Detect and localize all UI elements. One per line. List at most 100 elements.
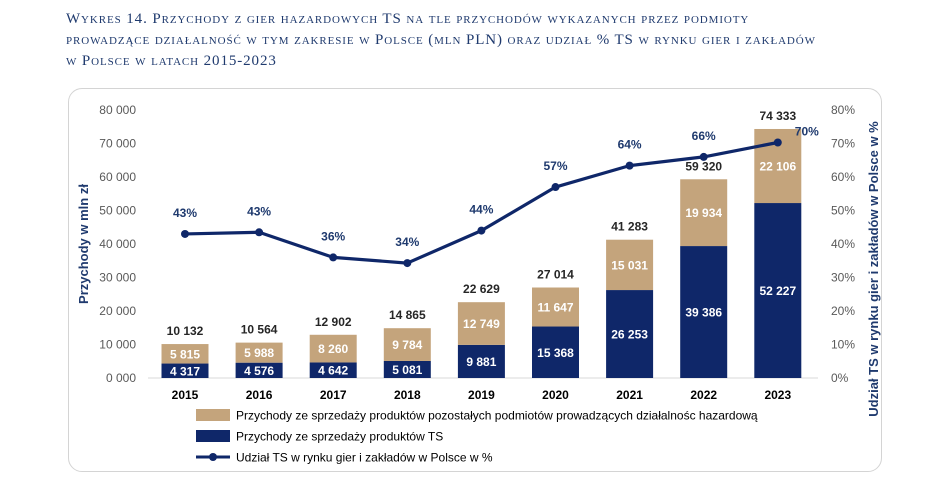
chart-title: Wykres 14. Przychody z gier hazardowych … — [66, 9, 926, 72]
bar-other-2019 — [457, 302, 505, 345]
legend-swatch — [196, 409, 230, 421]
share-point-2020 — [551, 183, 560, 192]
share-label: 43% — [173, 206, 197, 220]
bar-total-label: 27 014 — [537, 267, 574, 281]
legend-swatch-marker — [209, 453, 217, 461]
bar-ts-2021 — [606, 290, 654, 378]
y-tick-label: 30 000 — [99, 271, 136, 285]
share-label: 36% — [321, 229, 345, 243]
share-label: 34% — [395, 235, 419, 249]
bar-ts-label: 4 317 — [170, 364, 200, 378]
y-axis-title: Przychody w mln zł — [76, 184, 91, 304]
bar-other-2018 — [383, 328, 431, 361]
bar-ts-2020 — [532, 326, 579, 378]
y2-tick-label: 30% — [831, 271, 855, 285]
chart-title-line-3: w Polsce w latach 2015-2023 — [66, 53, 277, 69]
bar-total-label: 59 320 — [685, 159, 722, 173]
bar-ts-label: 26 253 — [611, 328, 648, 342]
bar-other-2016 — [235, 342, 283, 363]
legend-swatch — [196, 430, 230, 442]
share-label: 44% — [469, 203, 493, 217]
y2-axis-title: Udział TS w rynku gier i zakładów w Pols… — [866, 121, 881, 417]
bar-other-label: 5 815 — [170, 347, 200, 361]
share-label: 70% — [795, 124, 819, 138]
y-tick-label: 60 000 — [99, 170, 136, 184]
bar-other-label: 15 031 — [611, 258, 648, 272]
y-tick-label: 70 000 — [99, 137, 136, 151]
chart-frame — [68, 88, 882, 472]
bar-ts-2018 — [383, 360, 431, 378]
share-point-2019 — [477, 226, 486, 235]
bar-total-label: 12 902 — [315, 315, 352, 329]
bar-ts-2023 — [754, 203, 802, 378]
y2-tick-label: 20% — [831, 304, 855, 318]
x-tick-label: 2015 — [172, 388, 199, 402]
legend-entry: Udział TS w rynku gier i zakładów w Pols… — [236, 451, 493, 465]
bar-ts-2022 — [680, 246, 728, 378]
y2-tick-label: 60% — [831, 170, 855, 184]
y-tick-label: 0 000 — [106, 371, 136, 385]
legend-entry: Przychody ze sprzedaży produktów TS — [236, 430, 443, 444]
y-tick-label: 20 000 — [99, 304, 136, 318]
x-tick-label: 2016 — [246, 388, 273, 402]
chart-title-line-2: prowadzące działalność w tym zakresie w … — [66, 32, 816, 48]
bar-ts-label: 5 081 — [392, 363, 422, 377]
x-tick-label: 2018 — [394, 388, 421, 402]
share-point-2021 — [625, 161, 634, 170]
y2-tick-label: 80% — [831, 103, 855, 117]
y2-tick-label: 10% — [831, 338, 855, 352]
bar-other-2017 — [309, 334, 357, 363]
bar-ts-label: 9 881 — [466, 355, 496, 369]
share-label: 64% — [618, 138, 642, 152]
legend-entry: Przychody ze sprzedaży produktów pozosta… — [236, 409, 758, 423]
bar-other-label: 8 260 — [318, 342, 348, 356]
x-tick-label: 2022 — [690, 388, 717, 402]
y-tick-label: 50 000 — [99, 204, 136, 218]
share-point-2016 — [255, 228, 264, 237]
share-point-2018 — [403, 259, 412, 268]
y-tick-label: 40 000 — [99, 237, 136, 251]
share-point-2017 — [329, 253, 338, 262]
y-tick-label: 10 000 — [99, 338, 136, 352]
bar-ts-2019 — [457, 344, 505, 378]
bar-total-label: 74 333 — [759, 109, 796, 123]
y2-tick-label: 70% — [831, 137, 855, 151]
bar-ts-2016 — [235, 362, 283, 378]
x-tick-label: 2021 — [616, 388, 643, 402]
bar-total-label: 10 564 — [241, 323, 278, 337]
share-label: 43% — [247, 204, 271, 218]
bar-ts-label: 4 576 — [244, 364, 274, 378]
y-tick-label: 80 000 — [99, 103, 136, 117]
bar-ts-label: 39 386 — [685, 306, 722, 320]
bar-other-2021 — [606, 239, 654, 291]
bar-other-label: 11 647 — [537, 301, 573, 315]
bar-ts-2015 — [161, 363, 209, 378]
bar-total-label: 14 865 — [389, 308, 426, 322]
chart-title-line-1: Wykres 14. Przychody z gier hazardowych … — [66, 11, 750, 27]
bar-other-label: 19 934 — [685, 206, 722, 220]
bar-other-label: 5 988 — [244, 346, 274, 360]
x-tick-label: 2017 — [320, 388, 347, 402]
share-point-2022 — [699, 152, 708, 161]
bar-total-label: 10 132 — [167, 324, 204, 338]
bar-other-2015 — [161, 344, 209, 364]
bar-other-label: 22 106 — [759, 160, 796, 174]
y2-tick-label: 0% — [831, 371, 849, 385]
x-tick-label: 2019 — [468, 388, 495, 402]
x-tick-label: 2020 — [542, 388, 569, 402]
bar-other-2020 — [532, 287, 579, 327]
bar-ts-label: 4 642 — [318, 364, 348, 378]
bar-other-2022 — [680, 179, 728, 247]
share-point-2023 — [773, 138, 782, 147]
y2-tick-label: 50% — [831, 204, 855, 218]
share-label: 66% — [692, 129, 716, 143]
bar-total-label: 41 283 — [611, 220, 648, 234]
bar-ts-label: 15 368 — [537, 346, 574, 360]
bar-other-label: 12 749 — [463, 317, 500, 331]
bar-other-label: 9 784 — [392, 338, 422, 352]
bar-ts-label: 52 227 — [759, 284, 796, 298]
bar-total-label: 22 629 — [463, 282, 500, 296]
share-point-2015 — [181, 229, 189, 238]
share-label: 57% — [543, 159, 567, 173]
